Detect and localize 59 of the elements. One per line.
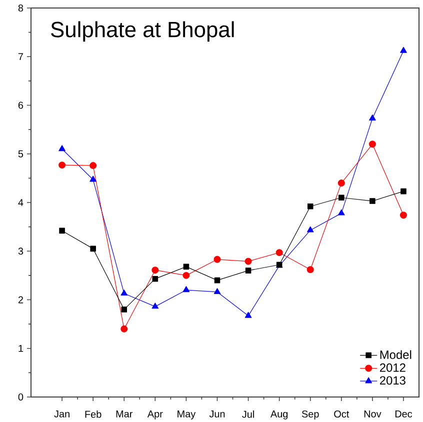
point xyxy=(400,188,406,194)
point xyxy=(214,256,221,263)
point xyxy=(90,246,96,252)
point xyxy=(59,228,65,234)
point xyxy=(369,114,376,120)
point xyxy=(121,306,128,312)
point xyxy=(307,203,314,210)
point xyxy=(338,209,345,216)
point xyxy=(244,258,252,265)
x-tick-label: Oct xyxy=(334,410,350,418)
point xyxy=(214,288,221,294)
y-tick-label: 2 xyxy=(18,296,23,304)
point xyxy=(244,312,252,318)
point xyxy=(338,180,345,187)
point xyxy=(306,266,314,274)
x-tick-label: Apr xyxy=(147,410,163,420)
y-tick-label: 6 xyxy=(18,102,24,109)
point xyxy=(58,162,66,169)
text: Sulphate at Bhopal xyxy=(51,21,234,42)
point xyxy=(276,249,283,256)
point xyxy=(152,276,158,282)
x-tick-label: Feb xyxy=(85,410,102,418)
point xyxy=(90,176,96,182)
y-tick-label: 8 xyxy=(18,4,24,12)
point xyxy=(182,286,190,292)
point xyxy=(120,290,128,296)
point xyxy=(183,264,190,270)
point xyxy=(58,145,66,152)
point xyxy=(306,226,314,232)
x-tick-label: May xyxy=(178,410,196,420)
point xyxy=(152,302,159,309)
point xyxy=(400,212,407,219)
x-tick-label: Nov xyxy=(364,410,382,418)
legend-label: 2013 xyxy=(380,376,406,385)
y-tick-label: 7 xyxy=(18,53,23,60)
x-tick-label: Sep xyxy=(302,410,319,420)
point xyxy=(90,162,97,170)
point xyxy=(245,268,252,274)
point xyxy=(370,198,376,204)
y-tick-label: 5 xyxy=(18,150,24,158)
y-tick-label: 3 xyxy=(18,248,24,255)
point xyxy=(214,277,220,284)
legend-label: Model xyxy=(380,350,412,359)
legend-label: 2012 xyxy=(380,363,406,372)
y-tick-label: 1 xyxy=(18,344,24,352)
x-tick-label: Jun xyxy=(209,410,225,418)
point xyxy=(400,46,407,53)
x-tick-label: Mar xyxy=(116,410,133,418)
point xyxy=(338,194,344,201)
point xyxy=(368,140,376,148)
x-tick-label: Jul xyxy=(242,410,254,418)
x-tick-label: Dec xyxy=(395,410,412,418)
x-tick-label: Aug xyxy=(270,410,288,420)
point xyxy=(152,266,159,274)
x-tick-label: Jan xyxy=(54,410,70,418)
y-tick-label: 0 xyxy=(18,393,24,401)
point xyxy=(120,325,128,332)
y-tick-label: 4 xyxy=(18,199,24,206)
point xyxy=(182,272,190,279)
